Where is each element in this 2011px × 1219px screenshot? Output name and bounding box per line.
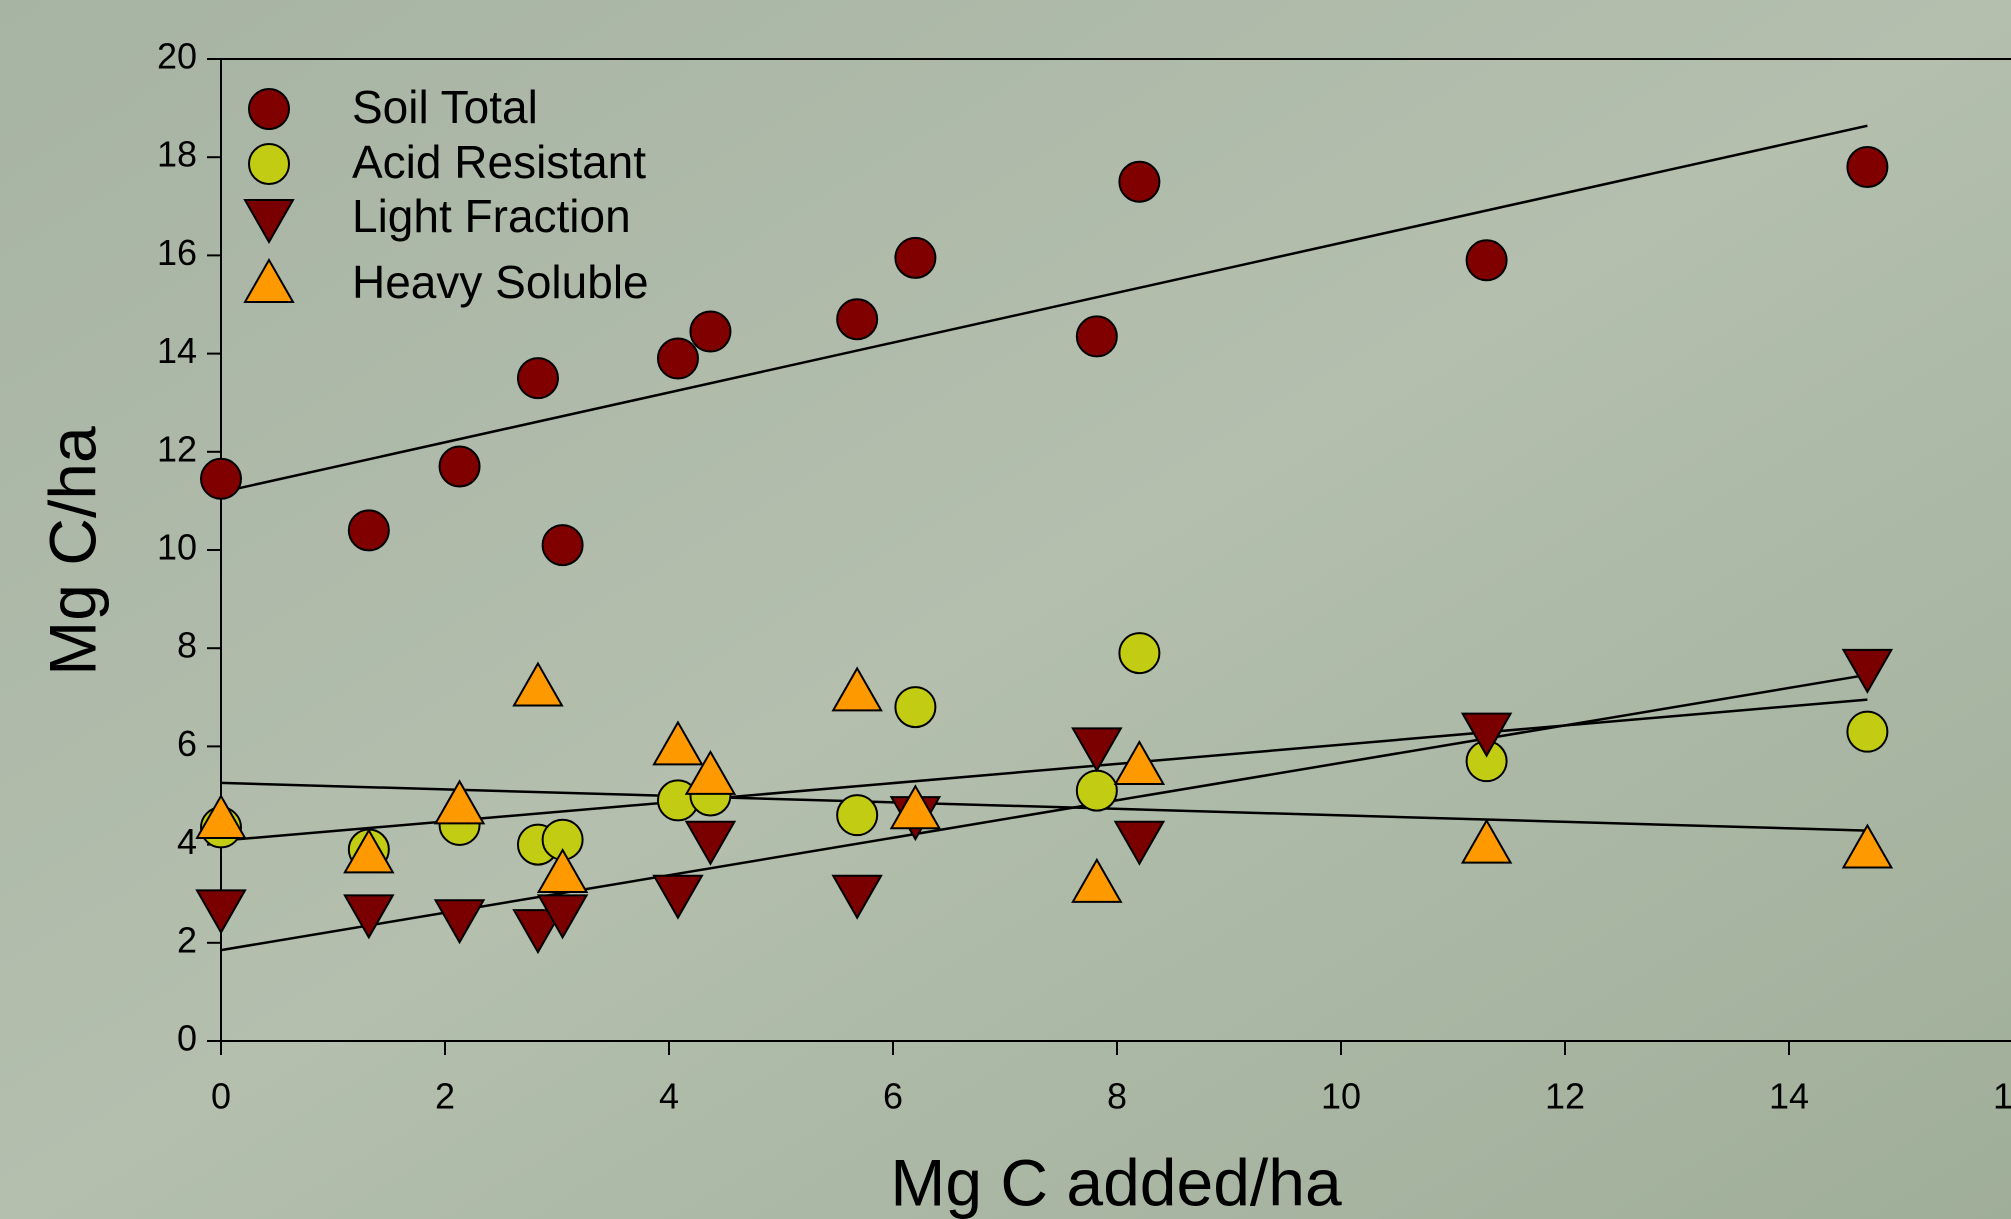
point <box>1071 727 1123 773</box>
y-tick-label: 6 <box>177 723 197 764</box>
point <box>516 357 559 400</box>
point <box>433 899 486 945</box>
point <box>836 794 879 837</box>
point <box>1075 769 1118 812</box>
point <box>652 720 704 766</box>
point <box>1841 823 1894 869</box>
point <box>1846 710 1889 753</box>
trend-line <box>220 698 1868 842</box>
point <box>836 298 879 341</box>
legend-marker <box>248 88 290 130</box>
point <box>541 524 584 567</box>
point <box>652 874 704 920</box>
point <box>438 445 481 488</box>
x-tick-label: 0 <box>211 1076 231 1117</box>
point <box>894 686 937 729</box>
legend-label: Light Fraction <box>352 190 631 242</box>
point <box>889 784 942 830</box>
x-tick-label: 8 <box>1107 1076 1127 1117</box>
x-tick-label: 6 <box>883 1076 903 1117</box>
y-axis-title: Mg C/ha <box>35 426 109 676</box>
trend-line <box>220 673 1868 952</box>
legend-label: Soil Total <box>352 81 538 133</box>
point <box>1846 146 1889 189</box>
point <box>831 666 883 712</box>
legend-label: Heavy Soluble <box>352 256 649 308</box>
point <box>684 749 737 795</box>
y-tick-label: 0 <box>177 1018 197 1059</box>
point <box>1071 857 1123 903</box>
point <box>689 310 732 353</box>
x-tick-label: 16 <box>1993 1076 2011 1117</box>
y-tick-label: 2 <box>177 919 197 960</box>
point <box>684 820 737 866</box>
point <box>1118 632 1161 675</box>
point <box>200 457 242 500</box>
x-axis-title: Mg C added/ha <box>890 1145 1342 1219</box>
point <box>1460 712 1513 758</box>
y-tick-label: 10 <box>157 527 197 568</box>
point <box>536 848 589 894</box>
x-tick-label: 10 <box>1321 1076 1361 1117</box>
point <box>1113 820 1166 866</box>
point <box>1118 160 1161 203</box>
legend-marker <box>243 257 295 303</box>
point <box>512 909 564 955</box>
trend-line <box>220 124 1868 494</box>
y-tick-label: 18 <box>157 134 197 175</box>
point <box>195 794 247 840</box>
point <box>1460 818 1513 864</box>
legend-marker <box>243 199 295 245</box>
point <box>343 894 395 940</box>
y-tick-label: 16 <box>157 232 197 273</box>
point <box>1113 740 1166 786</box>
point <box>1841 648 1894 694</box>
legend-label: Acid Resistant <box>352 136 646 188</box>
x-tick-label: 2 <box>435 1076 455 1117</box>
point <box>433 779 486 825</box>
point <box>831 874 883 920</box>
point <box>536 894 589 940</box>
y-tick-label: 20 <box>157 36 197 77</box>
point <box>343 828 395 874</box>
x-tick-label: 12 <box>1545 1076 1585 1117</box>
y-tick-label: 4 <box>177 821 197 862</box>
y-tick-label: 12 <box>157 428 197 469</box>
y-tick-label: 8 <box>177 625 197 666</box>
point <box>512 661 564 707</box>
point <box>195 889 247 935</box>
point <box>1075 315 1118 358</box>
legend-marker <box>248 143 290 185</box>
point <box>656 337 699 380</box>
point <box>1465 239 1508 282</box>
point <box>347 509 390 552</box>
trend-line <box>220 781 1868 832</box>
x-tick-label: 4 <box>659 1076 679 1117</box>
point <box>894 236 937 279</box>
x-tick-label: 14 <box>1769 1076 1809 1117</box>
y-tick-label: 14 <box>157 330 197 371</box>
